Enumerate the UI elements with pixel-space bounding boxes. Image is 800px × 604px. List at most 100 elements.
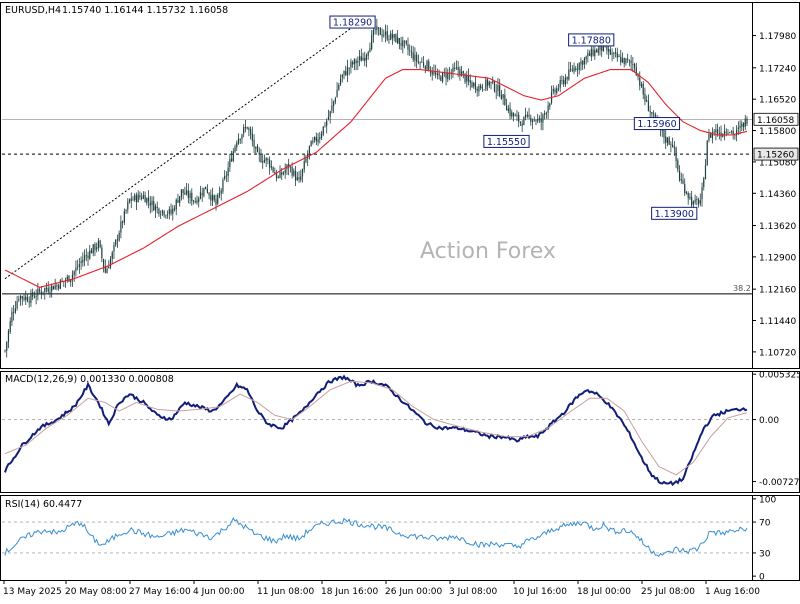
candle-body: [668, 137, 670, 145]
candle-body: [469, 80, 471, 83]
candle-body: [573, 67, 575, 72]
candle-body: [620, 56, 622, 63]
candle-body: [654, 114, 656, 119]
candle-body: [23, 297, 25, 300]
candle-body: [388, 39, 390, 40]
candle-body: [175, 199, 177, 210]
candle-body: [509, 107, 511, 117]
candle-body: [355, 60, 357, 64]
candle-body: [455, 67, 458, 69]
candle-body: [319, 137, 321, 140]
candle-body: [282, 172, 285, 174]
candle-body: [291, 166, 293, 176]
candle-body: [75, 267, 77, 272]
candle-body: [16, 301, 18, 309]
candle-body: [384, 31, 387, 35]
trendline: [4, 21, 360, 280]
time-tick-label: 10 Jul 16:00: [513, 587, 567, 597]
candle-body: [33, 297, 36, 299]
candle-body: [326, 120, 328, 126]
candle-body: [466, 75, 468, 82]
candle-body: [215, 199, 217, 205]
candle-body: [713, 131, 715, 133]
candle-body: [151, 200, 153, 206]
candle-body: [734, 134, 736, 136]
candle-body: [744, 118, 746, 127]
candle-body: [633, 64, 636, 68]
candle-body: [585, 56, 587, 60]
candle-body: [331, 105, 333, 111]
macd-tick-label: 0.00: [759, 416, 779, 426]
price-label-box: [568, 33, 615, 47]
candle-body: [130, 198, 132, 201]
candle-body: [428, 61, 430, 72]
candle-body: [365, 55, 368, 61]
candle-body: [173, 208, 176, 210]
candle-body: [395, 34, 397, 43]
candle-body: [123, 211, 125, 223]
watermark: Action Forex: [420, 239, 556, 264]
candle-body: [538, 118, 541, 120]
candle-body: [583, 58, 586, 65]
candle-body: [672, 144, 674, 148]
candle-body: [374, 29, 376, 31]
signal-line: [4, 380, 748, 476]
candle-body: [289, 166, 291, 168]
candle-body: [557, 88, 560, 90]
candle-body: [549, 103, 551, 107]
candle-body: [6, 341, 8, 351]
candle-body: [70, 279, 72, 283]
candle-body: [651, 112, 653, 114]
candle-body: [52, 286, 55, 290]
candle-body: [433, 71, 435, 74]
candle-body: [661, 130, 663, 131]
candle-body: [229, 159, 231, 168]
candle-body: [563, 80, 565, 85]
candle-body: [542, 114, 544, 123]
candle-body: [537, 118, 539, 122]
candle-body: [111, 252, 113, 259]
candle-body: [281, 172, 283, 175]
moving-average-line: [4, 68, 748, 288]
candle-body: [483, 89, 485, 91]
candle-body: [339, 78, 342, 85]
candle-body: [28, 301, 30, 303]
candle-body: [718, 133, 720, 135]
candle-body: [47, 288, 49, 292]
candle-body: [696, 198, 698, 200]
candle-body: [90, 250, 93, 254]
candle-body: [390, 33, 392, 40]
candle-body: [163, 211, 165, 216]
candle-body: [554, 89, 556, 93]
candle-body: [317, 139, 319, 143]
fib-level-label: 38.2: [733, 284, 751, 293]
candle-body: [54, 285, 56, 289]
price-tick-label: 1.10720: [759, 348, 796, 358]
candle-body: [441, 72, 444, 82]
candle-body: [436, 73, 439, 76]
candle-body: [592, 49, 594, 56]
candle-body: [613, 52, 615, 54]
candle-body: [699, 200, 701, 204]
candle-body: [421, 61, 423, 63]
candle-body: [621, 58, 624, 62]
candle-body: [589, 53, 591, 56]
candle-body: [729, 132, 731, 134]
candle-body: [422, 62, 425, 66]
candle-body: [502, 94, 504, 99]
candle-body: [142, 195, 144, 199]
time-tick-label: 4 Jun 00:00: [193, 587, 245, 597]
candle-body: [128, 199, 131, 203]
candle-body: [258, 152, 260, 155]
candle-body: [198, 198, 200, 202]
candle-body: [736, 129, 738, 136]
candle-body: [308, 145, 311, 153]
candle-body: [37, 288, 39, 296]
candle-body: [56, 285, 58, 287]
candle-body: [431, 71, 433, 75]
candle-body: [419, 62, 421, 64]
candle-body: [512, 112, 515, 117]
candle-body: [353, 59, 355, 65]
candle-body: [21, 296, 23, 299]
candle-body: [642, 83, 644, 95]
